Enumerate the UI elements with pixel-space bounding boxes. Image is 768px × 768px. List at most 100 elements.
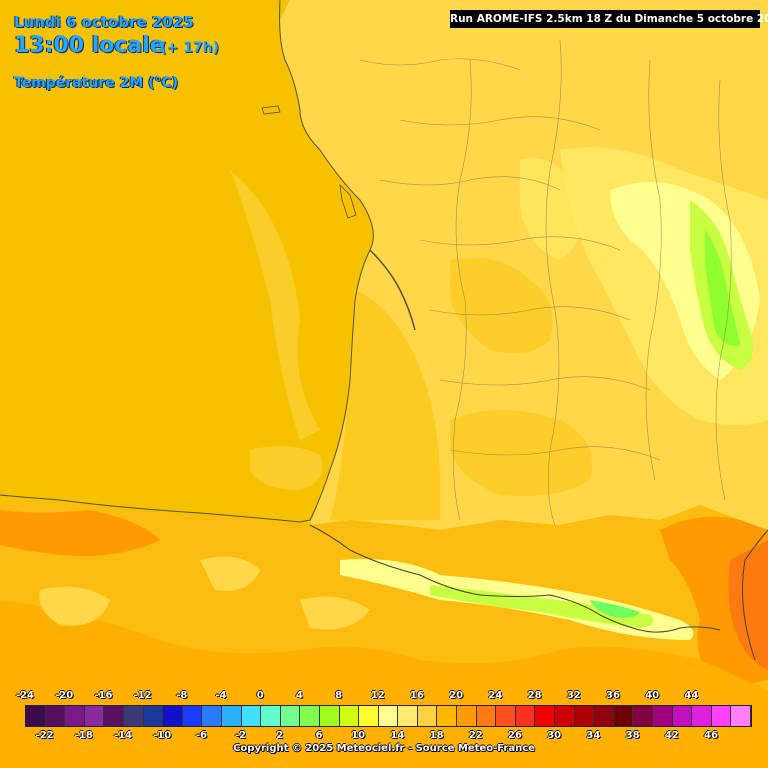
legend-color-cell: [574, 706, 595, 726]
legend-color-cell: [339, 706, 360, 726]
legend-tick-label: -24: [15, 690, 35, 701]
land-spain-hot-west: [0, 510, 160, 556]
island-oleron: [339, 183, 357, 219]
legend-tick-label: 46: [704, 730, 718, 741]
land-spain-cool-patches: [39, 556, 371, 630]
legend-color-cell: [417, 706, 438, 726]
legend-tick-label: 0: [256, 690, 264, 701]
island-re: [261, 105, 281, 115]
forecast-local-time: 13:00 locale: [14, 33, 165, 58]
parameter-label: Température 2M (°C): [14, 75, 179, 91]
legend-color-cell: [594, 706, 614, 726]
legend-color-cell: [613, 706, 634, 726]
legend-tick-label: -20: [55, 690, 74, 701]
legend-color-cell: [398, 706, 418, 726]
legend-tick-label: -8: [176, 690, 188, 701]
land-spain-hotter-east: [728, 540, 768, 670]
legend-color-cell: [672, 706, 693, 726]
legend-bottom-labels: -22 -18 -14 -10 -6 -2 2 6 10 14 18 22 26 30 34 38 42 46: [0, 730, 768, 744]
sea-cool-band: [230, 170, 320, 440]
legend-color-cell: [84, 706, 105, 726]
legend-tick-label: 4: [295, 690, 303, 701]
border-france-spain: [309, 524, 721, 633]
legend-color-cell: [241, 706, 262, 726]
forecast-offset: (+ 17h): [160, 40, 219, 56]
forecast-date: Lundi 6 octobre 2025: [14, 13, 194, 31]
legend-tick-label: 24: [488, 690, 503, 701]
legend-color-cell: [300, 706, 320, 726]
legend-tick-label: 18: [429, 730, 444, 741]
legend-tick-label: -12: [133, 690, 152, 701]
legend-color-cell: [378, 706, 399, 726]
pyrenees-green-core: [590, 600, 640, 618]
legend-color-cell: [163, 706, 183, 726]
legend-tick-label: 12: [370, 690, 385, 701]
legend-tick-label: 34: [586, 730, 601, 741]
legend-color-cell: [104, 706, 124, 726]
legend-color-cell: [535, 706, 556, 726]
legend-color-cell: [476, 706, 497, 726]
model-run-banner: Run AROME-IFS 2.5km 18 Z du Dimanche 5 o…: [450, 10, 768, 28]
legend-tick-label: -14: [113, 730, 133, 741]
legend-top-labels: -24 -20 -16 -12 -8 -4 0 4 8 12 16 20 24 28 32 36 40 44: [0, 690, 768, 704]
department-borders: [359, 39, 732, 526]
legend-color-cell: [515, 706, 536, 726]
legend-color-cell: [280, 706, 301, 726]
legend-color-cell: [359, 706, 379, 726]
legend-tick-label: 44: [684, 690, 699, 701]
legend-color-cell: [653, 706, 673, 726]
legend-color-cell: [633, 706, 653, 726]
legend-tick-label: -18: [74, 730, 93, 741]
legend-color-cell: [731, 706, 751, 726]
legend-tick-label: 8: [335, 690, 343, 701]
legend-color-cell: [555, 706, 575, 726]
copyright-notice: Copyright © 2025 Meteociel.fr - Source M…: [233, 743, 535, 754]
coastline-mediterranean: [742, 529, 768, 661]
legend-color-cell: [221, 706, 242, 726]
legend-tick-label: 28: [527, 690, 542, 701]
legend-tick-label: 30: [547, 730, 562, 741]
land-green-core: [705, 230, 740, 346]
legend-tick-label: 38: [625, 730, 640, 741]
legend-tick-label: 14: [390, 730, 405, 741]
legend-tick-label: 6: [315, 730, 323, 741]
legend-tick-label: 36: [606, 690, 620, 701]
legend-color-cell: [496, 706, 516, 726]
legend-color-cell: [319, 706, 340, 726]
legend-tick-label: 10: [351, 730, 366, 741]
legend-color-cell: [45, 706, 66, 726]
color-scale-bar: [25, 705, 752, 727]
legend-color-cell: [182, 706, 203, 726]
legend-color-cell: [123, 706, 144, 726]
land-cool-north: [520, 158, 583, 260]
gironde-estuary: [369, 249, 416, 331]
legend-tick-label: -22: [35, 730, 54, 741]
land-warm-landes: [330, 290, 440, 520]
legend-color-cell: [26, 706, 46, 726]
legend-color-cell: [65, 706, 85, 726]
legend-color-cell: [143, 706, 164, 726]
land-warm-south: [450, 410, 592, 496]
coastline: [0, 0, 374, 523]
legend-tick-label: 42: [664, 730, 679, 741]
legend-tick-label: 20: [449, 690, 464, 701]
legend-tick-label: 26: [508, 730, 522, 741]
legend-tick-label: 2: [276, 730, 284, 741]
legend-tick-label: -2: [235, 730, 247, 741]
land-warm-center: [450, 257, 553, 354]
legend-tick-label: -10: [153, 730, 172, 741]
legend-tick-label: -4: [215, 690, 227, 701]
legend-color-cell: [457, 706, 477, 726]
legend-color-cell: [692, 706, 712, 726]
legend-tick-label: -6: [195, 730, 207, 741]
legend-color-cell: [711, 706, 732, 726]
legend-tick-label: 32: [566, 690, 581, 701]
legend-tick-label: 22: [468, 730, 483, 741]
legend-color-cell: [261, 706, 281, 726]
legend-tick-label: 40: [645, 690, 660, 701]
legend-tick-label: -16: [94, 690, 113, 701]
legend-color-cell: [437, 706, 458, 726]
legend-color-cell: [202, 706, 222, 726]
legend-tick-label: 16: [410, 690, 424, 701]
